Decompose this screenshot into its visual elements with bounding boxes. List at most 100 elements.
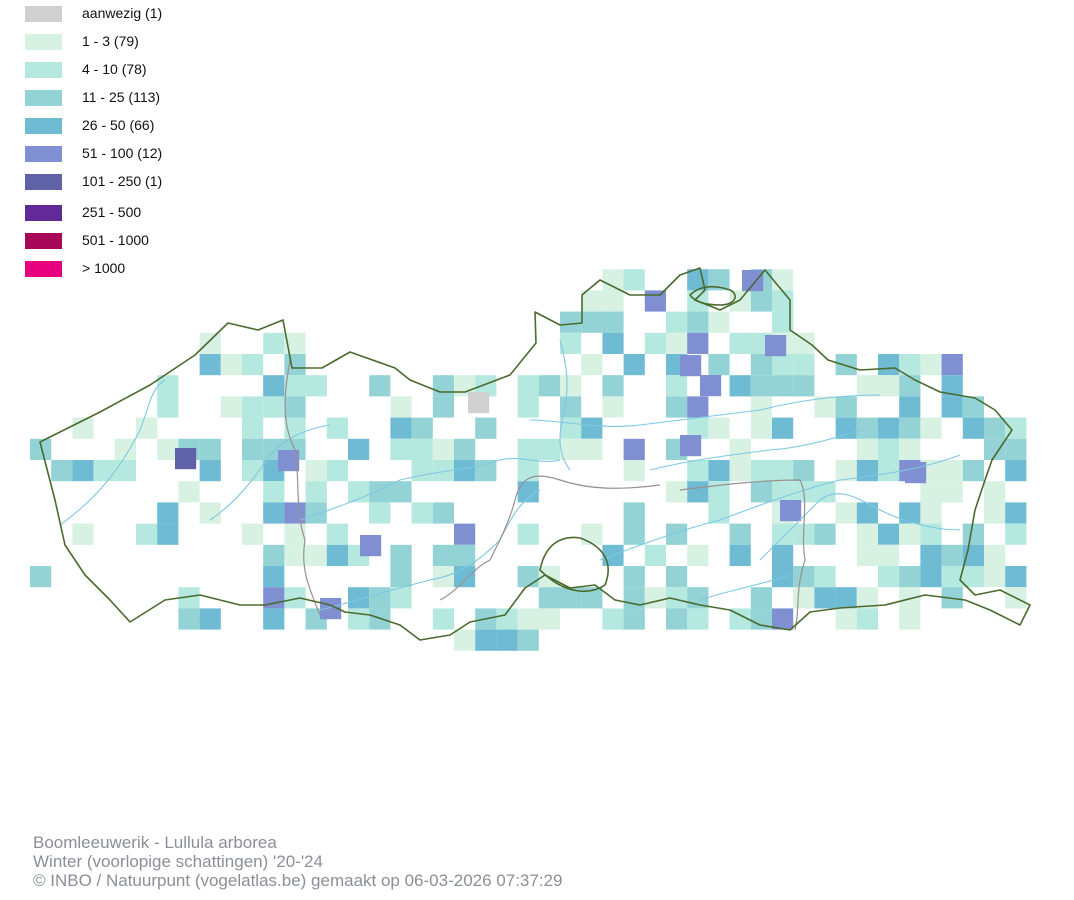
grid-cell	[517, 460, 539, 482]
grid-cell	[856, 608, 878, 630]
grid-cell	[432, 375, 454, 397]
period-subtitle: Winter (voorlopige schattingen) '20-'24	[33, 852, 323, 871]
grid-cell	[623, 608, 645, 630]
grid-cell	[750, 290, 772, 312]
grid-cell	[905, 462, 927, 484]
grid-cell	[772, 523, 794, 545]
grid-cell	[348, 438, 370, 460]
legend-label: 101 - 250 (1)	[82, 173, 163, 189]
grid-cell	[899, 502, 921, 524]
grid-cell	[199, 460, 221, 482]
legend-entry: 501 - 1000	[25, 231, 325, 251]
legend-entry: aanwezig (1)	[25, 4, 325, 24]
grid-cell	[114, 438, 136, 460]
grid-cell	[1005, 438, 1027, 460]
grid-cell	[666, 311, 688, 333]
grid-cell	[899, 587, 921, 609]
grid-cell	[750, 375, 772, 397]
legend-entry: 101 - 250 (1)	[25, 172, 325, 192]
grid-cell	[814, 523, 836, 545]
grid-cell	[175, 448, 197, 470]
grid-cell	[242, 354, 264, 376]
grid-cell	[263, 481, 285, 503]
grid-cell	[623, 269, 645, 291]
grid-cell	[666, 587, 688, 609]
grid-cell	[432, 544, 454, 566]
grid-cell	[899, 438, 921, 460]
grid-cell	[941, 375, 963, 397]
grid-cell	[793, 375, 815, 397]
grid-cell	[517, 375, 539, 397]
grid-cell	[136, 523, 158, 545]
grid-cell	[920, 481, 942, 503]
river-line	[699, 574, 791, 601]
grid-cell	[835, 354, 857, 376]
grid-cell	[920, 502, 942, 524]
grid-cell	[878, 375, 900, 397]
grid-cell	[708, 269, 730, 291]
grid-cell	[581, 417, 603, 439]
grid-cell	[157, 375, 179, 397]
legend-label: 1 - 3 (79)	[82, 33, 139, 49]
grid-cell	[623, 460, 645, 482]
grid-cell	[729, 438, 751, 460]
river-line	[209, 424, 331, 521]
legend-swatch	[25, 146, 62, 162]
grid-cell	[454, 375, 476, 397]
grid-cell	[432, 608, 454, 630]
enclave-border	[689, 285, 736, 306]
grid-cell	[750, 481, 772, 503]
grid-cell	[475, 629, 497, 651]
grid-cell	[242, 417, 264, 439]
grid-cell	[772, 608, 794, 630]
grid-cell	[835, 587, 857, 609]
grid-cell	[899, 396, 921, 418]
grid-cell	[835, 460, 857, 482]
grid-cell	[517, 608, 539, 630]
grid-cell	[856, 460, 878, 482]
grid-cell	[750, 460, 772, 482]
grid-cell	[93, 460, 115, 482]
grid-cell	[687, 608, 709, 630]
grid-cell	[305, 460, 327, 482]
grid-cell	[729, 544, 751, 566]
grid-cell	[765, 335, 787, 357]
grid-cell	[157, 438, 179, 460]
grid-cell	[772, 460, 794, 482]
grid-cell	[878, 438, 900, 460]
grid-cell	[581, 311, 603, 333]
grid-cell	[263, 332, 285, 354]
grid-cell	[390, 587, 412, 609]
grid-cell	[157, 502, 179, 524]
grid-cell	[475, 375, 497, 397]
grid-cell	[602, 375, 624, 397]
grid-cell	[496, 629, 518, 651]
grid-cell	[687, 417, 709, 439]
grid-cell	[962, 396, 984, 418]
legend-swatch	[25, 205, 62, 221]
grid-cell	[984, 502, 1006, 524]
river-line	[299, 458, 561, 521]
grid-cell	[623, 354, 645, 376]
grid-cells	[30, 269, 1027, 651]
grid-cell	[263, 375, 285, 397]
grid-cell	[454, 566, 476, 588]
grid-cell	[729, 332, 751, 354]
grid-cell	[984, 417, 1006, 439]
grid-cell	[899, 354, 921, 376]
grid-cell	[602, 290, 624, 312]
grid-cell	[772, 566, 794, 588]
grid-cell	[411, 460, 433, 482]
grid-cell	[51, 460, 73, 482]
grid-cell	[941, 396, 963, 418]
grid-cell	[962, 566, 984, 588]
grid-cell	[284, 587, 306, 609]
grid-cell	[856, 417, 878, 439]
grid-cell	[729, 608, 751, 630]
grid-cell	[835, 608, 857, 630]
grid-cell	[581, 354, 603, 376]
grid-cell	[157, 396, 179, 418]
legend-label: 4 - 10 (78)	[82, 61, 147, 77]
grid-cell	[1005, 566, 1027, 588]
grid-cell	[984, 438, 1006, 460]
